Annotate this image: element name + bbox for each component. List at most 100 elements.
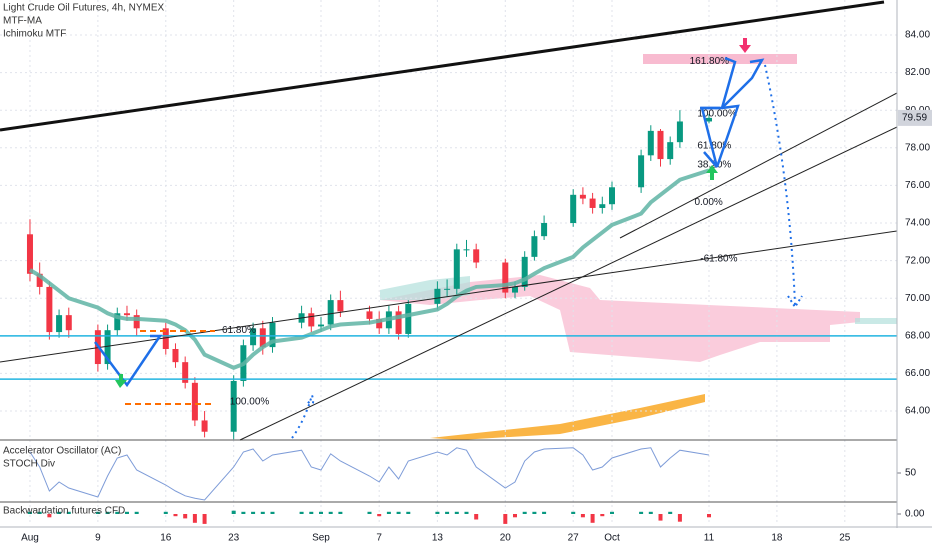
candle-body (36, 273, 43, 287)
projection-path (93, 334, 163, 388)
candle-body (172, 348, 179, 363)
bar (66, 511, 71, 514)
candle-body (376, 318, 383, 329)
projection-path (715, 104, 740, 168)
candle-body (56, 315, 63, 333)
candle-body (250, 328, 257, 346)
y-tick-label: 74.00 (905, 218, 930, 229)
candle-body (123, 313, 130, 316)
candle-body (395, 311, 402, 334)
fib-label: 61.80% (222, 325, 256, 336)
bar (571, 511, 576, 514)
bar (173, 514, 178, 517)
x-tick-label: 13 (432, 533, 444, 544)
bar (512, 514, 517, 518)
bar (377, 514, 382, 517)
candle-body (201, 420, 208, 432)
fib-label: 100.00% (230, 396, 270, 407)
indicator-label: Ichimoku MTF (3, 29, 66, 40)
candle-body (667, 142, 674, 160)
candle-body (191, 382, 198, 421)
candle-body (65, 315, 72, 331)
x-tick-label: 20 (500, 533, 512, 544)
fib-label: 61.80% (697, 141, 731, 152)
target-zone (643, 54, 797, 64)
indicator-label: Backwardation futures CFD (3, 506, 125, 517)
x-tick-label: 25 (839, 533, 851, 544)
bar (27, 511, 32, 514)
indicator-label: MTF-MA (3, 16, 42, 27)
candle-body (638, 155, 645, 188)
y-tick-label: 76.00 (905, 180, 930, 191)
x-tick-label: 18 (771, 533, 783, 544)
x-tick-label: 16 (160, 533, 172, 544)
bar (522, 511, 527, 514)
trend-line (239, 126, 898, 441)
candle-body (405, 303, 412, 334)
candle-body (463, 249, 470, 251)
projection-dotted (764, 64, 796, 306)
x-tick-label: Aug (21, 533, 39, 544)
candle-body (647, 130, 654, 156)
candle-body (521, 256, 528, 287)
x-tick-label: Oct (604, 533, 620, 544)
bar (105, 511, 110, 514)
bar (474, 514, 479, 520)
candle-body (579, 194, 586, 199)
candle-body (453, 249, 460, 289)
bar (47, 514, 52, 518)
bar (600, 514, 605, 517)
bar (648, 511, 653, 514)
projection-dotted (787, 295, 803, 309)
bar (318, 511, 323, 514)
cloud-bearish (380, 275, 860, 362)
trend-line (0, 0, 885, 132)
bar (445, 511, 450, 514)
bar (454, 511, 459, 514)
x-tick-label: Sep (312, 533, 330, 544)
candle-body (182, 362, 189, 383)
candle-body (308, 313, 315, 327)
bar (668, 511, 673, 514)
indicator-label: Accelerator Oscillator (AC) (3, 446, 121, 457)
projection-path (721, 58, 765, 109)
bar (270, 511, 275, 514)
bar (95, 511, 100, 514)
y-tick-label: 50 (905, 468, 917, 479)
fib-label: -61.80% (700, 253, 737, 264)
drawings (0, 0, 932, 528)
bar (338, 511, 343, 514)
y-tick-label: 78.00 (905, 142, 930, 153)
bar (580, 514, 585, 518)
projection-path (700, 56, 737, 110)
candle-body (104, 330, 111, 365)
indicator-label: STOCH Div (3, 459, 55, 470)
candle-body (269, 322, 276, 348)
fib-label: 161.80% (690, 56, 730, 67)
trend-line (0, 230, 898, 363)
fib-label: 0.00% (694, 197, 722, 208)
y-tick-label: 72.00 (905, 255, 930, 266)
bar (37, 511, 42, 514)
buy-arrow (115, 374, 127, 388)
candle-body (46, 286, 53, 333)
y-tick-label: 66.00 (905, 368, 930, 379)
bar (590, 514, 595, 523)
bar (309, 511, 314, 514)
y-tick-label: 68.00 (905, 330, 930, 341)
candle-body (162, 328, 169, 349)
bar (251, 511, 256, 514)
bar (163, 511, 168, 514)
y-tick-label: 70.00 (905, 293, 930, 304)
sell-arrow (739, 38, 751, 53)
candle-body (531, 236, 538, 257)
candle-body (317, 324, 324, 327)
candle-body (609, 187, 616, 205)
bar (639, 511, 644, 514)
bar (464, 511, 469, 514)
candle-body (26, 234, 33, 274)
bar (299, 511, 304, 514)
bar (124, 511, 129, 514)
y-tick-label: 0.00 (905, 509, 925, 520)
